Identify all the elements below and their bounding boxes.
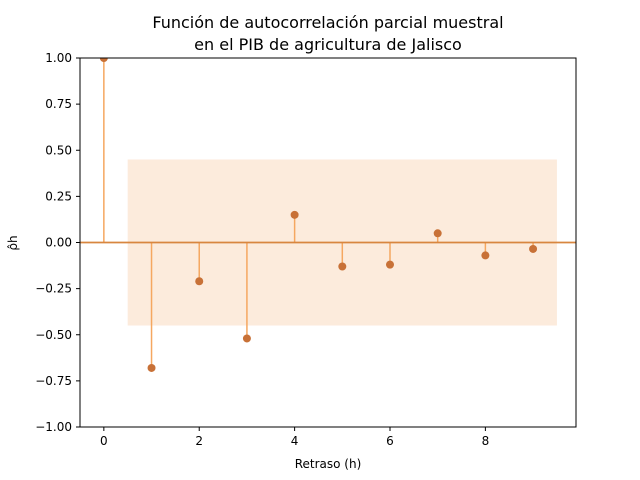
y-tick-label-1: 0.75 [45, 97, 72, 111]
marker-lag-3 [242, 334, 251, 343]
marker-lag-6 [386, 260, 394, 269]
marker-lag-0 [99, 58, 108, 62]
x-axis-label: Retraso (h) [295, 457, 362, 471]
y-tick-label-5: −0.25 [35, 282, 72, 296]
marker-lag-9 [529, 244, 538, 253]
y-tick-label-6: −0.50 [35, 328, 72, 342]
y-axis-label: ρ̂h [6, 235, 20, 250]
y-tick-label-2: 0.50 [45, 143, 72, 157]
x-tick-label-6: 6 [386, 434, 394, 448]
y-tick-label-7: −0.75 [35, 374, 72, 388]
x-tick-label-0: 0 [100, 434, 108, 448]
y-tick-label-8: −1.00 [35, 420, 72, 434]
marker-lag-4 [290, 210, 299, 219]
marker-lag-2 [195, 277, 204, 286]
chart-title-line-2: en el PIB de agricultura de Jalisco [194, 35, 462, 54]
marker-lag-7 [433, 229, 442, 238]
chart-title-line-1: Función de autocorrelación parcial muest… [152, 13, 503, 32]
plot-area: 0 2 4 6 8 1.00 0.75 0.50 0.25 0.00 −0.25 −0.50 −0.75… [35, 51, 577, 448]
marker-lag-1 [147, 363, 156, 372]
y-tick-label-0: 1.00 [45, 51, 72, 65]
marker-lag-5 [338, 262, 347, 271]
x-tick-label-2: 2 [195, 434, 203, 448]
y-tick-label-4: 0.00 [45, 236, 72, 250]
x-tick-label-4: 4 [291, 434, 299, 448]
x-tick-label-8: 8 [482, 434, 490, 448]
marker-lag-8 [481, 251, 490, 260]
y-tick-label-3: 0.25 [45, 189, 72, 203]
